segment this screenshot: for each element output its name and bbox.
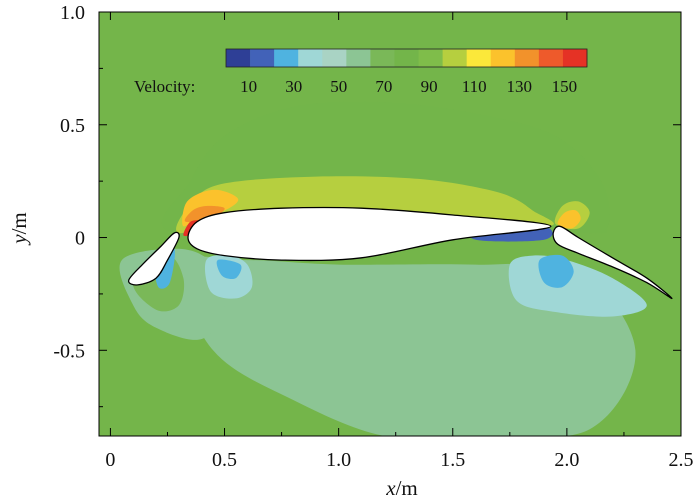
- colorbar-cell: [562, 49, 588, 67]
- y-tick-label: 0: [75, 228, 85, 250]
- colorbar-cell: [298, 49, 323, 67]
- colorbar-tick-label: 30: [285, 77, 302, 96]
- main-element-airfoil: [187, 206, 552, 262]
- colorbar-cell: [322, 49, 347, 67]
- y-axis-title: y/m: [7, 212, 31, 246]
- x-axis-unit: /m: [396, 476, 418, 500]
- slat-airfoil: [128, 231, 180, 286]
- x-tick-label: 0: [105, 449, 115, 471]
- colorbar-frame: [225, 48, 588, 68]
- colorbar-tick-label: 110: [462, 77, 487, 96]
- contour-region-15: [154, 248, 175, 289]
- colorbar-cell: [394, 49, 419, 67]
- velocity-colorbar: 10 30 50 70 90 110 130 150 Velocity:: [134, 48, 588, 96]
- colorbar-cell: [466, 49, 492, 67]
- x-tick-label: 1.0: [326, 449, 351, 471]
- colorbar-tick-label: 50: [330, 77, 347, 96]
- flap-airfoil: [552, 225, 673, 300]
- colorbar-cell: [538, 49, 564, 67]
- y-axis-variable: y: [7, 234, 31, 246]
- contour-region-6: [557, 210, 581, 229]
- colorbar-cell: [250, 49, 275, 67]
- colorbar-tick-label: 150: [552, 77, 578, 96]
- y-axis: -0.5 0 0.5 1.0: [53, 2, 681, 408]
- colorbar-tick-label: 70: [375, 77, 392, 96]
- contour-region-13: [538, 254, 574, 288]
- colorbar-tick-label: 130: [507, 77, 533, 96]
- y-tick-label: -0.5: [53, 340, 85, 362]
- airfoil-elements: [128, 206, 673, 300]
- colorbar-cell: [274, 49, 299, 67]
- colorbar-cell: [370, 49, 395, 67]
- x-tick-label: 2.5: [669, 449, 694, 471]
- y-axis-unit: /m: [7, 212, 31, 234]
- x-tick-label: 1.5: [440, 449, 465, 471]
- x-axis-variable: x: [385, 476, 396, 500]
- colorbar-cell: [490, 49, 516, 67]
- colorbar-tick-label: 90: [421, 77, 438, 96]
- x-tick-label: 2.0: [554, 449, 579, 471]
- velocity-contour-regions: [119, 101, 647, 436]
- y-tick-label: 0.5: [60, 115, 85, 137]
- contour-region-3: [184, 205, 225, 222]
- x-axis-title: x/m: [385, 476, 418, 500]
- colorbar-cell: [418, 49, 443, 67]
- plot-frame: [98, 11, 682, 437]
- x-axis: 0 0.5 1.0 1.5 2.0 2.5: [105, 12, 694, 471]
- x-tick-label: 0.5: [212, 449, 237, 471]
- colorbar-cell: [346, 49, 371, 67]
- colorbar-cell: [514, 49, 540, 67]
- colorbar-label: Velocity:: [134, 77, 195, 96]
- colorbar-cell: [442, 49, 467, 67]
- y-tick-label: 1.0: [60, 2, 85, 24]
- colorbar-tick-label: 10: [240, 77, 257, 96]
- colorbar-cell: [226, 49, 251, 67]
- contour-region-11: [216, 259, 242, 280]
